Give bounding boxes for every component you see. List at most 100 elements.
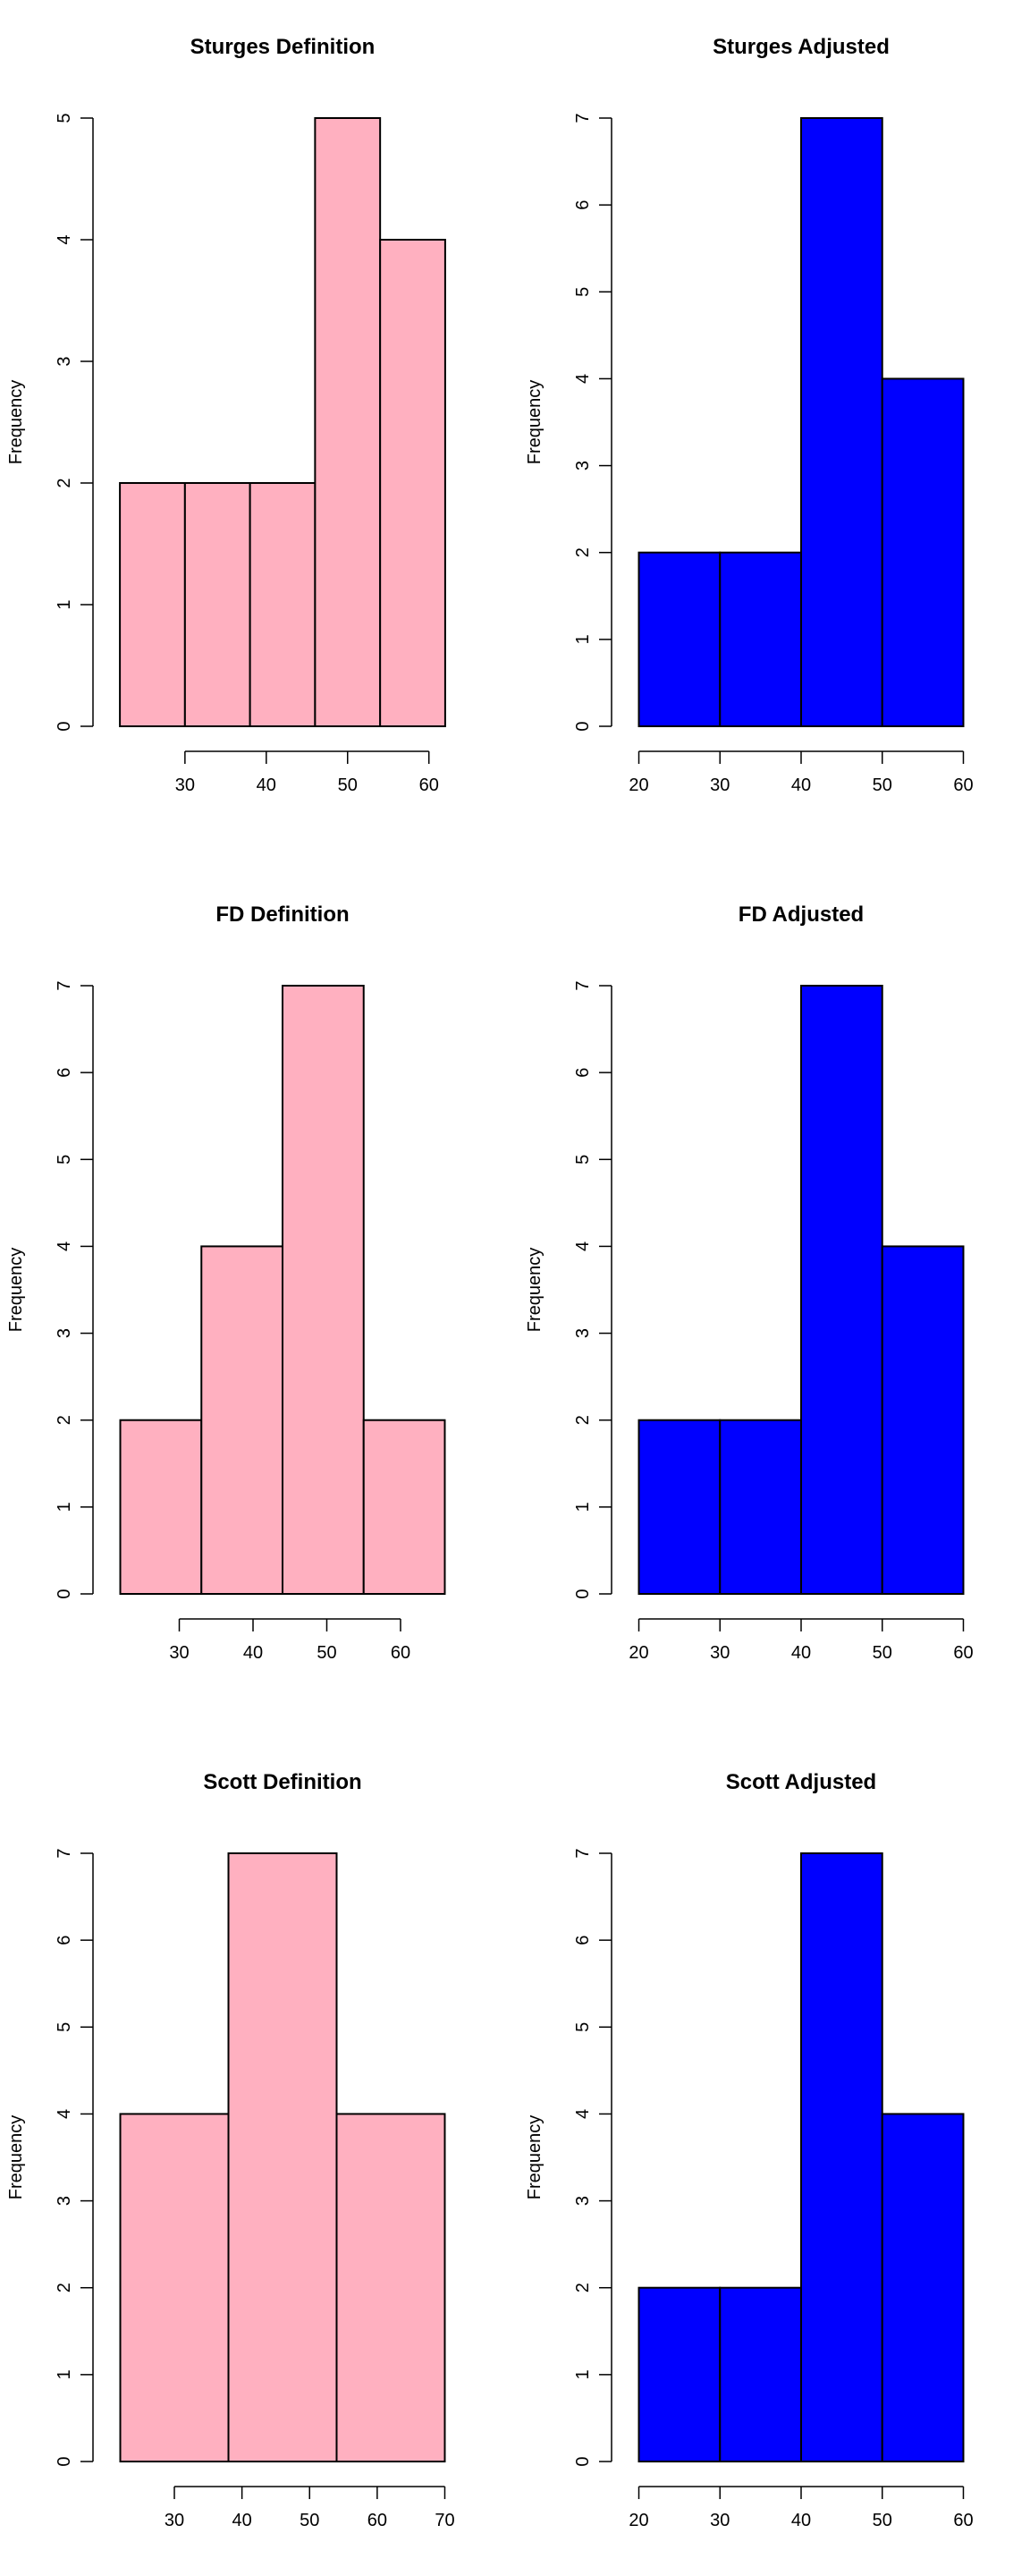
x-tick-label: 50: [873, 1643, 892, 1663]
histogram-bar: [637, 551, 722, 728]
histogram-bar: [637, 2286, 722, 2463]
y-tick-label: 6: [573, 1068, 593, 1078]
y-tick-label: 5: [573, 1155, 593, 1165]
chart-title: Sturges Adjusted: [713, 35, 890, 59]
chart-title: Scott Adjusted: [726, 1770, 876, 1794]
histogram-bar: [362, 1419, 446, 1595]
y-tick-label: 1: [573, 634, 593, 644]
y-tick-label: 2: [573, 2283, 593, 2292]
x-tick-label: 60: [367, 2511, 387, 2530]
histogram-bar: [800, 117, 883, 727]
histogram-bar: [800, 985, 883, 1595]
chart-title: FD Definition: [215, 902, 349, 927]
y-tick-label: 3: [55, 2196, 74, 2206]
chart-title: FD Adjusted: [739, 902, 864, 927]
y-tick-label: 0: [55, 1589, 74, 1598]
x-tick-label: 70: [435, 2511, 454, 2530]
y-tick-label: 3: [573, 1328, 593, 1338]
histogram-bar: [314, 117, 382, 727]
x-tick-label: 50: [300, 2511, 319, 2530]
y-axis-title: Frequency: [6, 1248, 26, 1333]
x-tick-label: 60: [953, 2511, 973, 2530]
x-tick-label: 40: [791, 775, 811, 795]
y-tick-label: 7: [573, 113, 593, 123]
histogram-panel: FD Adjusted 0 1 2 3 4 5 6 7 Frequency 20 30 40 50 60: [525, 902, 974, 1663]
x-tick-label: 40: [243, 1643, 263, 1663]
histogram-bar: [881, 1245, 965, 1596]
histogram-bar: [881, 2113, 965, 2462]
x-tick-label: 20: [629, 2511, 648, 2530]
y-tick-label: 4: [55, 234, 74, 244]
x-tick-label: 50: [873, 775, 892, 795]
y-tick-label: 2: [55, 478, 74, 487]
y-tick-label: 2: [55, 1415, 74, 1425]
y-tick-label: 5: [55, 113, 74, 123]
histogram-bar: [881, 377, 965, 727]
y-tick-label: 6: [55, 1936, 74, 1945]
y-axis-title: Frequency: [6, 2115, 26, 2200]
y-tick-label: 0: [573, 1589, 593, 1598]
y-tick-label: 4: [55, 1241, 74, 1251]
y-tick-label: 1: [55, 2369, 74, 2379]
x-tick-label: 50: [338, 775, 358, 795]
y-tick-label: 5: [55, 1155, 74, 1165]
x-tick-label: 40: [791, 2511, 811, 2530]
histogram-bar: [282, 985, 365, 1595]
y-axis-title: Frequency: [6, 380, 26, 465]
y-tick-label: 0: [55, 721, 74, 731]
histogram-bar: [119, 2113, 230, 2462]
histogram-bar: [200, 1245, 283, 1596]
x-tick-label: 40: [232, 2511, 252, 2530]
histogram-bar: [719, 551, 803, 728]
y-tick-label: 2: [55, 2283, 74, 2292]
x-tick-label: 40: [791, 1643, 811, 1663]
chart-title: Scott Definition: [203, 1770, 361, 1794]
y-tick-label: 4: [573, 2109, 593, 2119]
histogram-panel: Scott Adjusted 0 1 2 3 4 5 6 7 Frequency 20 30 40 50 6…: [525, 1770, 974, 2530]
y-tick-label: 7: [573, 1848, 593, 1858]
y-tick-label: 0: [573, 721, 593, 731]
histogram-bar: [183, 482, 251, 727]
x-tick-label: 40: [257, 775, 276, 795]
histogram-bar: [800, 1852, 883, 2462]
y-tick-label: 0: [55, 2456, 74, 2466]
x-tick-label: 30: [175, 775, 195, 795]
x-tick-label: 60: [953, 1643, 973, 1663]
y-tick-label: 2: [573, 1415, 593, 1425]
y-tick-label: 5: [55, 2022, 74, 2032]
y-tick-label: 3: [573, 461, 593, 470]
y-tick-label: 2: [573, 547, 593, 557]
y-tick-label: 7: [55, 1848, 74, 1858]
y-tick-label: 6: [55, 1068, 74, 1078]
x-tick-label: 30: [710, 2511, 730, 2530]
x-tick-label: 30: [710, 775, 730, 795]
y-axis-title: Frequency: [525, 2115, 545, 2200]
y-tick-label: 6: [573, 200, 593, 210]
x-tick-label: 30: [165, 2511, 184, 2530]
y-tick-label: 1: [573, 2369, 593, 2379]
y-axis-title: Frequency: [525, 380, 545, 465]
x-tick-label: 60: [419, 775, 439, 795]
y-tick-label: 1: [573, 1502, 593, 1512]
y-tick-label: 1: [55, 599, 74, 609]
y-tick-label: 3: [55, 356, 74, 366]
y-tick-label: 7: [573, 980, 593, 990]
y-tick-label: 3: [55, 1328, 74, 1338]
histogram-bar: [637, 1419, 722, 1595]
x-tick-label: 50: [317, 1643, 336, 1663]
x-tick-label: 20: [629, 775, 648, 795]
y-tick-label: 4: [573, 1241, 593, 1251]
histogram-bar: [335, 2113, 446, 2462]
x-tick-label: 30: [169, 1643, 189, 1663]
histogram-panel: Scott Definition 0 1 2 3 4 5 6 7 Frequency 30 40 50 6…: [6, 1770, 455, 2530]
histogram-bar: [719, 1419, 803, 1595]
y-tick-label: 4: [55, 2109, 74, 2119]
y-tick-label: 7: [55, 980, 74, 990]
histogram-bar: [119, 482, 186, 727]
y-tick-label: 4: [573, 374, 593, 384]
histogram-bar: [249, 482, 317, 727]
y-tick-label: 6: [573, 1936, 593, 1945]
histogram-panel: FD Definition 0 1 2 3 4 5 6 7 Frequency 30 40 50 60: [6, 902, 446, 1663]
histogram-bar: [379, 239, 446, 727]
